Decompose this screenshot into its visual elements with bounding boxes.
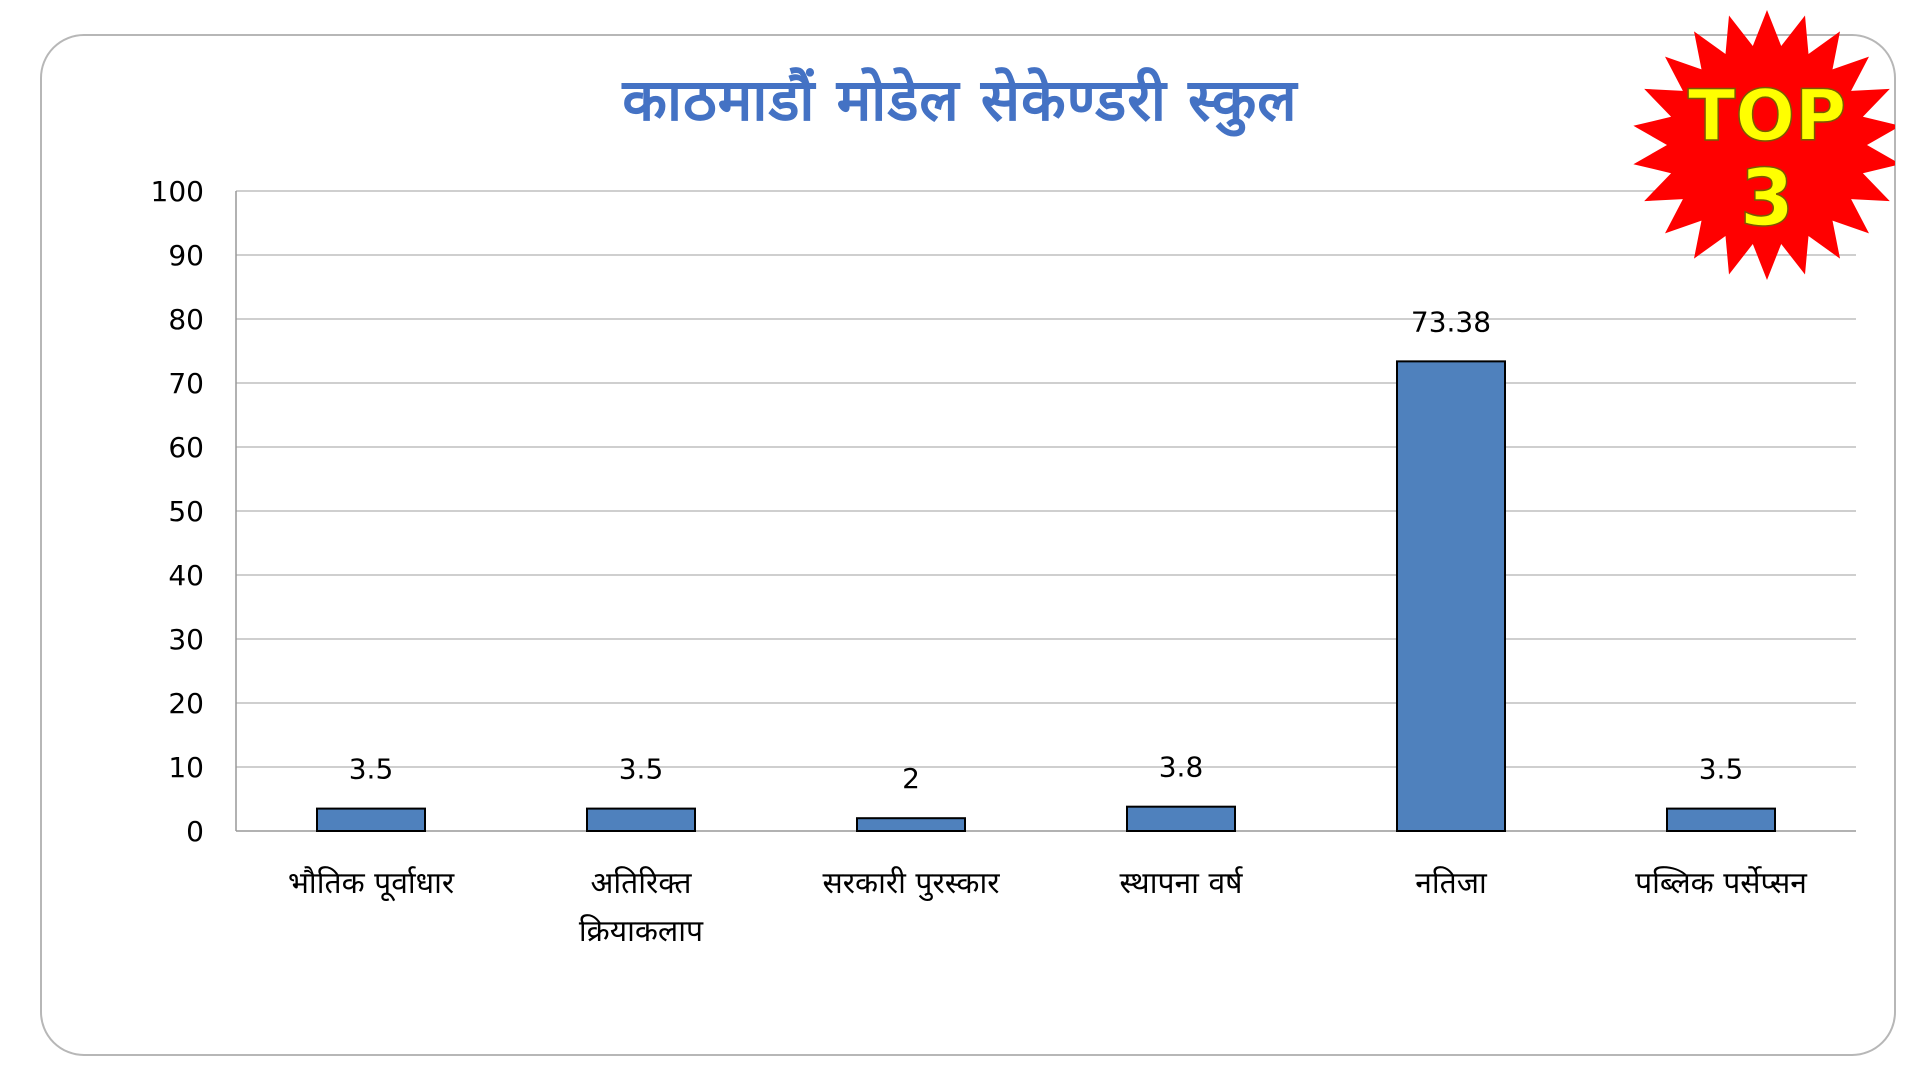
badge-line2: 3 — [1740, 154, 1794, 244]
category-labels: भौतिक पूर्वाधार अतिरिक्त क्रियाकलाप सरकारी … — [288, 866, 1808, 949]
bar — [1126, 805, 1236, 832]
y-tick-label: 0 — [186, 815, 204, 848]
data-label: 3.5 — [349, 753, 394, 786]
data-label: 3.8 — [1159, 751, 1204, 784]
category-label: भौतिक पूर्वाधार — [288, 866, 455, 902]
y-tick-label: 10 — [168, 751, 204, 784]
category-label: स्थापना वर्ष — [1119, 866, 1243, 901]
data-label: 3.5 — [1699, 753, 1744, 786]
y-tick-label: 50 — [168, 495, 204, 528]
bar — [1396, 360, 1506, 832]
axes — [235, 191, 1856, 832]
y-tick-label: 80 — [168, 303, 204, 336]
bar — [856, 817, 966, 833]
data-label: 3.5 — [619, 753, 664, 786]
y-tick-label: 20 — [168, 687, 204, 720]
gridlines — [236, 190, 1856, 768]
category-label: पब्लिक पर्सेप्सन — [1635, 866, 1808, 901]
y-tick-label: 100 — [151, 175, 204, 208]
y-tick-label: 60 — [168, 431, 204, 464]
category-label: नतिजा — [1415, 866, 1488, 901]
data-label: 73.38 — [1411, 305, 1491, 338]
chart-frame — [40, 34, 1896, 1056]
y-tick-label: 40 — [168, 559, 204, 592]
bar — [586, 807, 696, 832]
y-axis-ticks: 0 10 20 30 40 50 60 70 80 90 100 — [151, 175, 204, 848]
category-label: सरकारी पुरस्कार — [823, 866, 1001, 902]
y-tick-label: 90 — [168, 239, 204, 272]
starburst-shape — [1633, 10, 1895, 280]
bars — [316, 360, 1776, 833]
category-label: अतिरिक्त — [590, 866, 692, 901]
top-3-badge: TOP 3 — [1633, 10, 1895, 280]
badge-line1: TOP — [1688, 75, 1847, 157]
y-tick-label: 70 — [168, 367, 204, 400]
data-label: 2 — [902, 762, 920, 795]
bar — [316, 807, 426, 832]
chart-title: काठमाडौं मोडेल सेकेण्डरी स्कुल — [622, 66, 1298, 134]
y-tick-label: 30 — [168, 623, 204, 656]
data-labels: 3.5 3.5 2 3.8 73.38 3.5 — [349, 305, 1744, 795]
category-label: क्रियाकलाप — [579, 914, 704, 949]
bar — [1666, 807, 1776, 832]
